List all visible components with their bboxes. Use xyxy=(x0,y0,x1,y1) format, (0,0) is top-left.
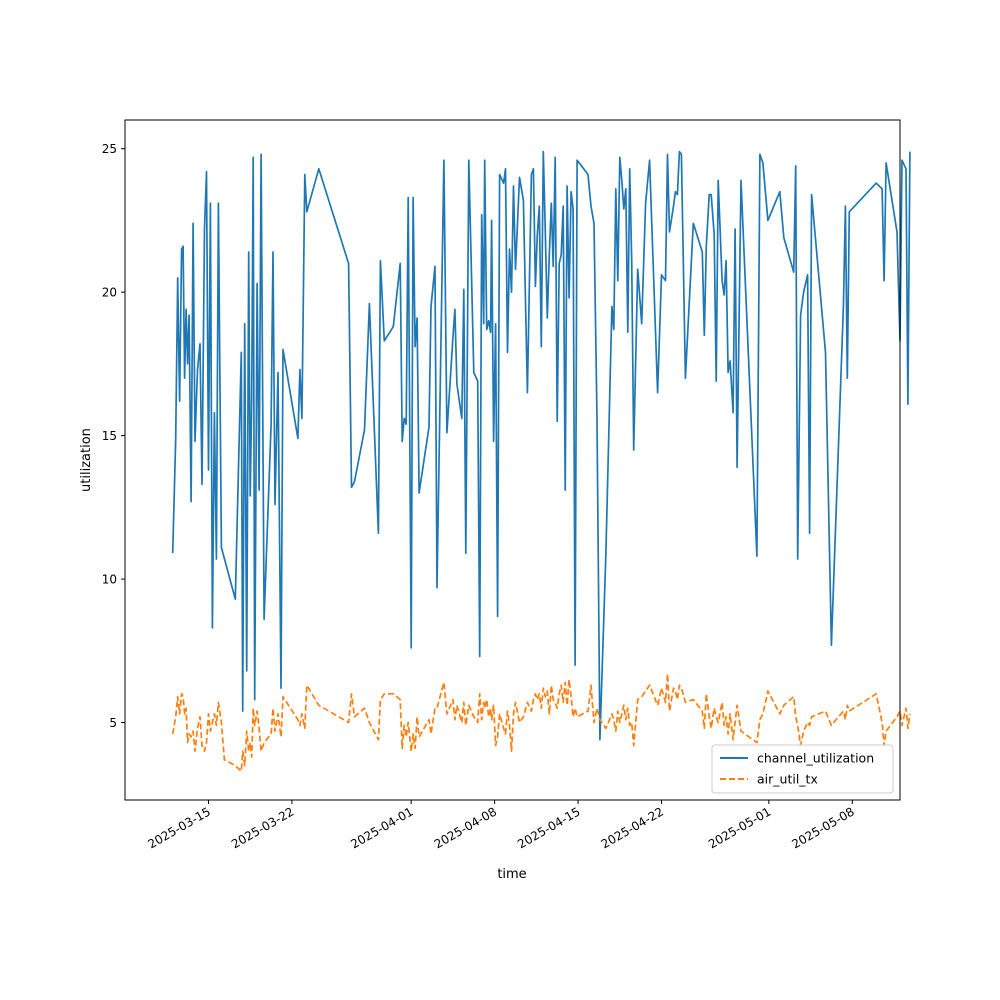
plot-frame xyxy=(124,119,901,801)
y-tick-label: 20 xyxy=(102,286,117,300)
legend-box xyxy=(711,744,894,794)
y-tick-label: 5 xyxy=(109,716,117,730)
series-line-air-util-tx xyxy=(171,672,911,773)
legend-label-channel-utilization: channel_utilization xyxy=(757,751,874,766)
legend: channel_utilization air_util_tx xyxy=(711,744,894,794)
series-line-channel-utilization xyxy=(171,150,911,741)
y-axis-ticks: 5 10 15 20 25 xyxy=(102,142,125,730)
y-axis-label: utilization xyxy=(79,428,94,492)
y-tick-label: 15 xyxy=(102,429,117,443)
y-tick-label: 25 xyxy=(102,142,117,156)
legend-label-air-util-tx: air_util_tx xyxy=(757,772,818,787)
series-layer xyxy=(171,150,911,773)
y-tick-label: 10 xyxy=(102,573,117,587)
x-axis-label: time xyxy=(497,867,526,882)
